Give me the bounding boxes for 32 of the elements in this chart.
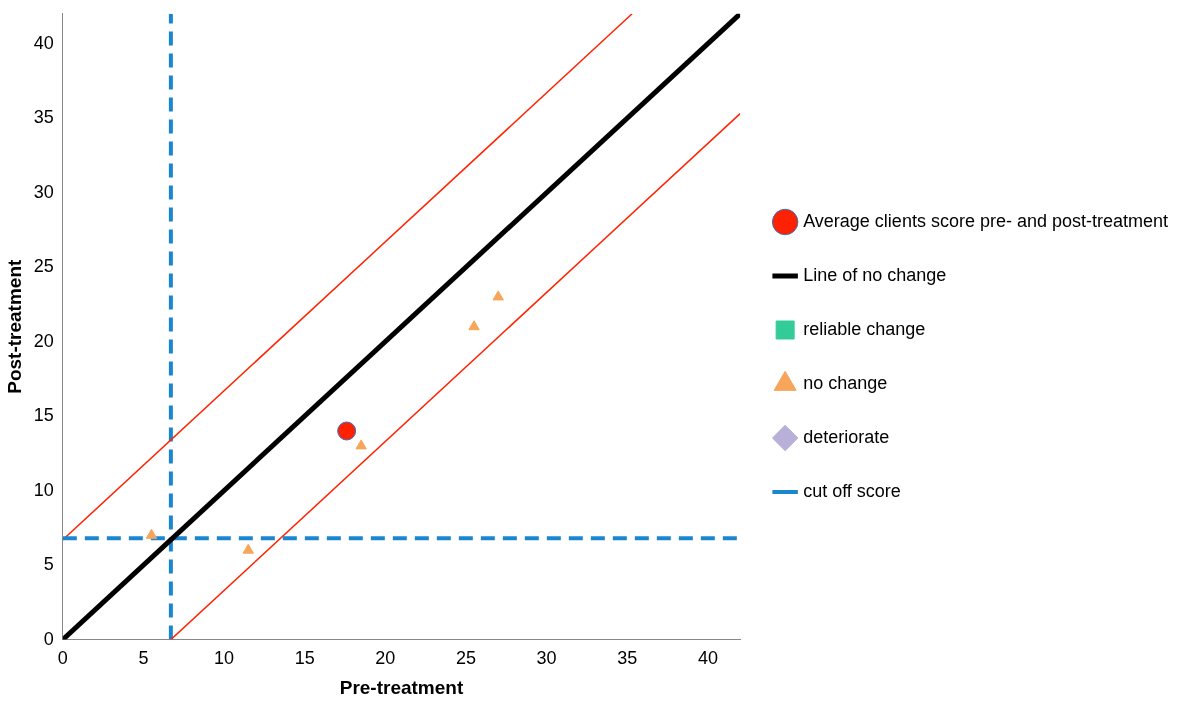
y-tick-label: 20 xyxy=(33,330,54,351)
legend-label: deteriorate xyxy=(803,426,890,447)
y-tick-label: 15 xyxy=(33,405,54,426)
y-axis-title: Post-treatment xyxy=(3,258,25,394)
x-tick-label: 10 xyxy=(214,648,235,669)
legend-label: Line of no change xyxy=(803,264,947,285)
y-tick-label: 5 xyxy=(43,554,54,575)
x-tick-label: 0 xyxy=(57,648,68,669)
y-tick-label: 0 xyxy=(43,628,54,649)
point xyxy=(492,290,504,301)
legend-label: no change xyxy=(803,372,888,393)
point xyxy=(145,528,158,539)
y-tick-label: 30 xyxy=(33,181,54,202)
point xyxy=(468,320,480,331)
x-tick-label: 35 xyxy=(617,648,638,669)
legend-label: cut off score xyxy=(803,480,901,501)
legend-label: reliable change xyxy=(803,318,926,339)
y-tick-label: 10 xyxy=(33,479,54,500)
y-tick-label: 35 xyxy=(33,107,54,128)
x-tick-label: 30 xyxy=(536,648,557,669)
y-tick-label: 40 xyxy=(33,32,54,53)
point xyxy=(355,439,367,450)
x-axis-title: Pre-treatment xyxy=(339,676,464,698)
point xyxy=(337,421,357,441)
x-tick-label: 15 xyxy=(294,648,315,669)
x-tick-label: 20 xyxy=(375,648,396,669)
point xyxy=(242,543,254,554)
x-tick-label: 5 xyxy=(138,648,149,669)
legend-label: Average clients score pre- and post-treatment xyxy=(803,210,1169,231)
x-tick-label: 40 xyxy=(697,648,718,669)
x-tick-label: 25 xyxy=(455,648,477,669)
y-tick-label: 25 xyxy=(33,256,54,277)
